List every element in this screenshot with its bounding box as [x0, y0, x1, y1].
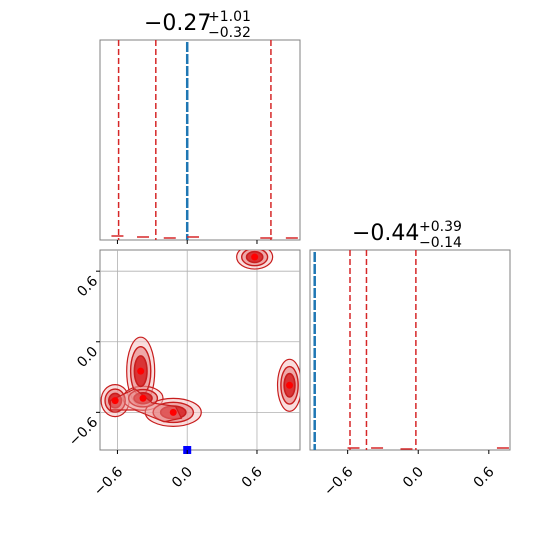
scatter-panel-2d — [99, 249, 301, 454]
tick-label-x-hist2-1: 0.0 — [400, 464, 427, 491]
title-p2: −0.44 +0.39 −0.14 — [352, 216, 467, 251]
title-p1: −0.27 +1.01 −0.32 — [144, 6, 256, 41]
title-p2-upper: +0.39 — [419, 219, 462, 235]
mode-center-2 — [139, 394, 147, 402]
title-p2-median: −0.44 — [352, 221, 419, 246]
tick-label-x-hist2-0: −0.6 — [321, 464, 356, 499]
tick-label-y-2d-1: 0.0 — [74, 344, 101, 371]
tick-label-y-2d-2: 0.6 — [74, 273, 101, 300]
title-p1-median: −0.27 — [144, 11, 211, 36]
hist-panel-p2: −0.44 +0.39 −0.14 — [309, 216, 511, 451]
tick-label-x-hist2-2: 0.6 — [471, 464, 498, 491]
title-p1-lower: −0.32 — [208, 25, 251, 41]
tick-label-x-2d-1: 0.0 — [169, 464, 196, 491]
mode-center-1 — [137, 367, 145, 375]
tick-label-y-2d-0: −0.6 — [66, 414, 101, 449]
title-p1-upper: +1.01 — [208, 9, 251, 25]
mode-center-5 — [286, 381, 294, 389]
tick-label-x-2d-2: 0.6 — [239, 464, 266, 491]
mode-center-0 — [111, 397, 119, 405]
mode-center-4 — [251, 253, 259, 261]
hist-panel-p1: −0.27 +1.01 −0.32 — [99, 6, 301, 241]
title-p2-lower: −0.14 — [419, 235, 462, 251]
mode-center-3 — [169, 408, 177, 416]
contour-bridge — [109, 388, 183, 423]
tick-label-x-2d-0: −0.6 — [91, 464, 126, 499]
